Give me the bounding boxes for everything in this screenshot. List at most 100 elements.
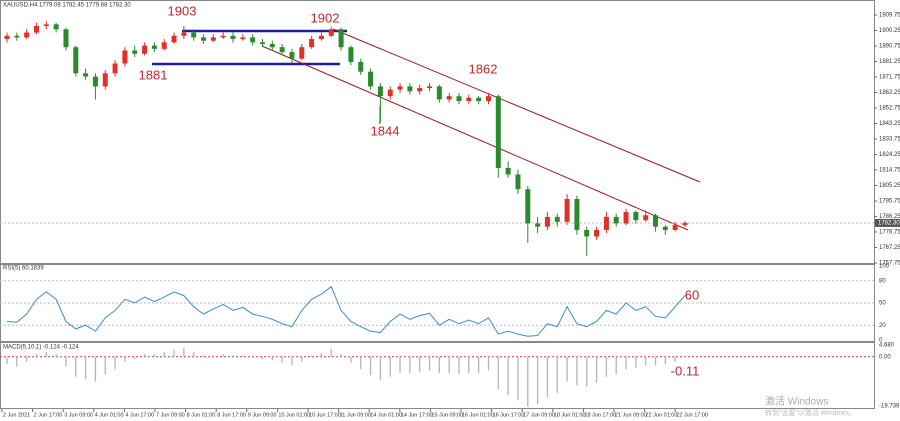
x-tick-label: 4 Jun 17:00 xyxy=(125,412,154,418)
candle-body xyxy=(368,71,374,87)
candle-body xyxy=(328,29,334,36)
candle-body xyxy=(112,63,118,74)
candle-body xyxy=(613,216,619,224)
y-tick-label: 50 xyxy=(879,301,886,307)
candle-body xyxy=(554,216,560,222)
candle-body xyxy=(417,88,423,92)
y-tick-label: 0 xyxy=(879,338,883,344)
candle-body xyxy=(181,32,187,36)
y-tick-label: 1757.75 xyxy=(879,261,900,267)
annotation: 1903 xyxy=(168,3,197,18)
candle-body xyxy=(397,86,403,90)
candle-body xyxy=(102,73,108,87)
x-tick-label: 2 Jun 17:00 xyxy=(34,412,63,418)
annotation: 1881 xyxy=(139,67,168,82)
candle-body xyxy=(476,97,482,102)
y-tick-label: 1776.75 xyxy=(879,230,900,236)
candle-body xyxy=(358,61,364,72)
candle-body xyxy=(151,45,157,49)
candle-body xyxy=(348,47,354,62)
y-tick-label: 1805.25 xyxy=(879,183,900,189)
candle-body xyxy=(535,223,541,227)
last-price-label: 1782.30 xyxy=(878,221,900,227)
candle-body xyxy=(594,229,600,237)
x-tick-label: 2 Jun 2021 xyxy=(3,412,30,418)
candle-body xyxy=(240,37,246,40)
y-tick-label: 1862.25 xyxy=(879,90,900,96)
annotation: 60 xyxy=(685,287,699,302)
x-tick-label: 4 Jun 01:00 xyxy=(95,412,124,418)
candle-body xyxy=(387,89,393,97)
y-tick-label: 1871.75 xyxy=(879,75,900,81)
y-tick-label: 1881.25 xyxy=(879,59,900,65)
y-tick-label: 1767.25 xyxy=(879,245,900,251)
x-tick-label: 16 Jun 01:00 xyxy=(462,412,494,418)
candle-body xyxy=(318,35,324,40)
x-tick-label: 8 Jun 01:00 xyxy=(187,412,216,418)
candle-body xyxy=(92,76,98,87)
candle-body xyxy=(73,47,79,74)
candle-body xyxy=(309,39,315,48)
candle-body xyxy=(427,86,433,89)
candle-body xyxy=(201,37,207,41)
watermark: 激活 Windows xyxy=(765,395,828,408)
x-tick-label: 15 Jun 09:00 xyxy=(431,412,463,418)
candle-body xyxy=(191,32,197,38)
channel-lower xyxy=(261,45,689,231)
candle-body xyxy=(466,97,472,102)
candle-body xyxy=(525,189,531,224)
candle-body xyxy=(161,42,167,49)
x-tick-label: 18 Jun 01:00 xyxy=(554,412,586,418)
chart-title: XAUUSD,H4 1779.08 1782.45 1779.68 1782.3… xyxy=(3,3,131,9)
x-tick-label: 22 Jun 01:00 xyxy=(646,412,678,418)
candle-body xyxy=(662,226,668,230)
x-tick-label: 21 Jun 09:00 xyxy=(615,412,647,418)
candle-body xyxy=(377,86,383,97)
x-tick-label: 17 Jun 09:00 xyxy=(523,412,555,418)
annotation: 1862 xyxy=(469,61,498,76)
y-tick-label: 1824.25 xyxy=(879,152,900,158)
y-tick-label: 1900.25 xyxy=(879,28,900,34)
x-tick-label: 22 Jun 17:00 xyxy=(676,412,708,418)
candle-body xyxy=(230,35,236,40)
candle-body xyxy=(53,24,59,30)
candle-body xyxy=(299,47,305,59)
candle-body xyxy=(4,35,10,40)
candle-body xyxy=(564,198,570,222)
y-tick-label: 4.680 xyxy=(879,343,895,349)
candle-body xyxy=(171,35,177,43)
x-tick-label: 11 Jun 09:00 xyxy=(340,412,371,418)
annotation: -0.11 xyxy=(671,363,700,378)
x-tick-label: 9 Jun 09:00 xyxy=(248,412,277,418)
y-tick-label: 1833.75 xyxy=(879,137,900,143)
candle-body xyxy=(436,86,442,100)
x-tick-label: 7 Jun 09:00 xyxy=(156,412,185,418)
candle-body xyxy=(122,50,128,64)
y-tick-label: 1814.75 xyxy=(879,168,900,174)
candle-body xyxy=(132,50,138,54)
x-tick-label: 16 Jun 17:00 xyxy=(493,412,525,418)
y-tick-label: 80 xyxy=(879,278,886,284)
candle-body xyxy=(672,225,678,230)
candle-body xyxy=(259,42,265,44)
candle-body xyxy=(220,35,226,38)
candle-body xyxy=(574,198,580,230)
x-tick-label: 14 Jun 01:00 xyxy=(370,412,402,418)
candle-body xyxy=(33,26,39,33)
main-frame xyxy=(0,0,875,264)
candle-body xyxy=(142,45,148,54)
last-price-box xyxy=(875,218,900,227)
y-tick-label: 100 xyxy=(879,264,890,270)
candle-body xyxy=(43,24,49,27)
x-tick-label: 10 Jun 17:00 xyxy=(309,412,341,418)
candle-body xyxy=(446,96,452,100)
candle-body xyxy=(643,215,649,221)
macd-title: MACD(5,10,1) -0.124 -0.124 xyxy=(3,345,79,351)
candle-body xyxy=(653,215,659,227)
candle-body xyxy=(495,96,501,168)
y-tick-label: 1890.75 xyxy=(879,44,900,50)
candle-body xyxy=(633,212,639,221)
candle-body xyxy=(24,32,30,38)
